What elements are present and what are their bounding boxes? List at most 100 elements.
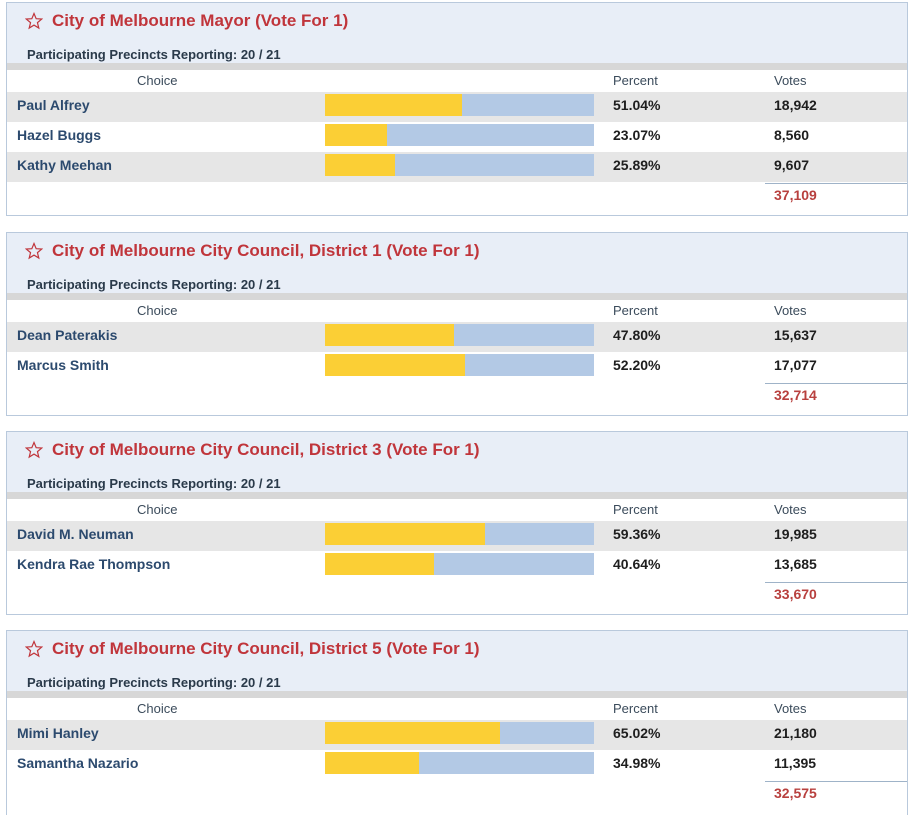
race-title[interactable]: City of Melbourne City Council, District… [52, 241, 480, 260]
candidate-votes: 15,637 [774, 327, 817, 343]
race-header: City of Melbourne City Council, District… [7, 233, 907, 293]
race-header: City of Melbourne City Council, District… [7, 432, 907, 492]
race-title-link[interactable]: City of Melbourne City Council, District… [25, 639, 480, 659]
race-panel-district-1: City of Melbourne City Council, District… [6, 232, 908, 416]
candidate-percent: 34.98% [613, 755, 661, 771]
vote-share-bar-fill [325, 324, 454, 346]
total-divider [765, 582, 907, 583]
candidate-percent: 52.20% [613, 357, 661, 373]
race-title[interactable]: City of Melbourne City Council, District… [52, 639, 480, 658]
race-panel-district-5: City of Melbourne City Council, District… [6, 630, 908, 815]
column-percent-label: Percent [613, 502, 658, 517]
column-votes-label: Votes [774, 73, 807, 88]
precincts-reporting: Participating Precincts Reporting: 20 / … [27, 277, 281, 292]
vote-share-bar [325, 94, 594, 116]
race-title[interactable]: City of Melbourne City Council, District… [52, 440, 480, 459]
candidate-votes: 11,395 [774, 755, 817, 771]
candidate-row: Hazel Buggs 23.07% 8,560 [7, 122, 907, 152]
total-votes: 37,109 [774, 187, 817, 203]
race-header: City of Melbourne Mayor (Vote For 1) Par… [7, 3, 907, 63]
candidate-percent: 59.36% [613, 526, 661, 542]
candidate-name: Kendra Rae Thompson [17, 556, 171, 572]
candidate-name: Hazel Buggs [17, 127, 102, 143]
vote-share-bar-fill [325, 752, 420, 774]
vote-share-bar [325, 752, 594, 774]
candidate-name: Paul Alfrey [17, 97, 90, 113]
candidate-percent: 47.80% [613, 327, 661, 343]
star-icon[interactable] [25, 12, 43, 30]
vote-share-bar-fill [325, 354, 466, 376]
vote-share-bar [325, 523, 594, 545]
race-title[interactable]: City of Melbourne Mayor (Vote For 1) [52, 11, 349, 30]
candidate-percent: 51.04% [613, 97, 661, 113]
column-choice-label: Choice [137, 701, 178, 716]
candidate-votes: 18,942 [774, 97, 817, 113]
candidate-row: Paul Alfrey 51.04% 18,942 [7, 92, 907, 122]
star-icon[interactable] [25, 242, 43, 260]
column-header: Choice Percent Votes [7, 70, 907, 92]
vote-share-bar-fill [325, 154, 395, 176]
divider [7, 492, 907, 499]
vote-share-bar [325, 354, 594, 376]
race-header: City of Melbourne City Council, District… [7, 631, 907, 691]
candidate-row: Marcus Smith 52.20% 17,077 [7, 352, 907, 382]
candidate-percent: 23.07% [613, 127, 661, 143]
candidate-name: Kathy Meehan [17, 157, 112, 173]
star-icon[interactable] [25, 640, 43, 658]
candidate-row: Samantha Nazario 34.98% 11,395 [7, 750, 907, 780]
vote-share-bar [325, 324, 594, 346]
candidate-percent: 40.64% [613, 556, 661, 572]
precincts-reporting: Participating Precincts Reporting: 20 / … [27, 47, 281, 62]
column-choice-label: Choice [137, 502, 178, 517]
total-row: 32,714 [7, 382, 907, 412]
column-percent-label: Percent [613, 701, 658, 716]
candidate-percent: 25.89% [613, 157, 661, 173]
total-divider [765, 781, 907, 782]
race-title-link[interactable]: City of Melbourne Mayor (Vote For 1) [25, 11, 348, 31]
vote-share-bar-fill [325, 553, 435, 575]
precincts-reporting: Participating Precincts Reporting: 20 / … [27, 675, 281, 690]
vote-share-bar-fill [325, 722, 500, 744]
candidate-votes: 17,077 [774, 357, 817, 373]
candidate-name: Marcus Smith [17, 357, 109, 373]
divider [7, 63, 907, 70]
vote-share-bar-fill [325, 124, 388, 146]
candidate-row: David M. Neuman 59.36% 19,985 [7, 521, 907, 551]
vote-share-bar-fill [325, 523, 485, 545]
column-header: Choice Percent Votes [7, 499, 907, 521]
column-choice-label: Choice [137, 303, 178, 318]
race-panel-district-3: City of Melbourne City Council, District… [6, 431, 908, 615]
candidate-votes: 19,985 [774, 526, 817, 542]
column-votes-label: Votes [774, 701, 807, 716]
total-divider [765, 383, 907, 384]
candidate-row: Dean Paterakis 47.80% 15,637 [7, 322, 907, 352]
column-votes-label: Votes [774, 502, 807, 517]
vote-share-bar [325, 124, 594, 146]
candidate-votes: 8,560 [774, 127, 810, 143]
column-header: Choice Percent Votes [7, 300, 907, 322]
total-votes: 32,575 [774, 785, 817, 801]
column-votes-label: Votes [774, 303, 807, 318]
column-percent-label: Percent [613, 73, 658, 88]
star-icon[interactable] [25, 441, 43, 459]
precincts-reporting: Participating Precincts Reporting: 20 / … [27, 476, 281, 491]
total-row: 32,575 [7, 780, 907, 810]
total-row: 37,109 [7, 182, 907, 212]
vote-share-bar-fill [325, 94, 463, 116]
total-row: 33,670 [7, 581, 907, 611]
candidate-votes: 21,180 [774, 725, 817, 741]
total-divider [765, 183, 907, 184]
candidate-name: Mimi Hanley [17, 725, 99, 741]
candidate-name: David M. Neuman [17, 526, 134, 542]
divider [7, 691, 907, 698]
column-percent-label: Percent [613, 303, 658, 318]
race-panel-mayor: City of Melbourne Mayor (Vote For 1) Par… [6, 2, 908, 216]
vote-share-bar [325, 722, 594, 744]
candidate-row: Kendra Rae Thompson 40.64% 13,685 [7, 551, 907, 581]
candidate-name: Dean Paterakis [17, 327, 118, 343]
race-title-link[interactable]: City of Melbourne City Council, District… [25, 440, 480, 460]
race-title-link[interactable]: City of Melbourne City Council, District… [25, 241, 480, 261]
candidate-votes: 9,607 [774, 157, 810, 173]
divider [7, 293, 907, 300]
